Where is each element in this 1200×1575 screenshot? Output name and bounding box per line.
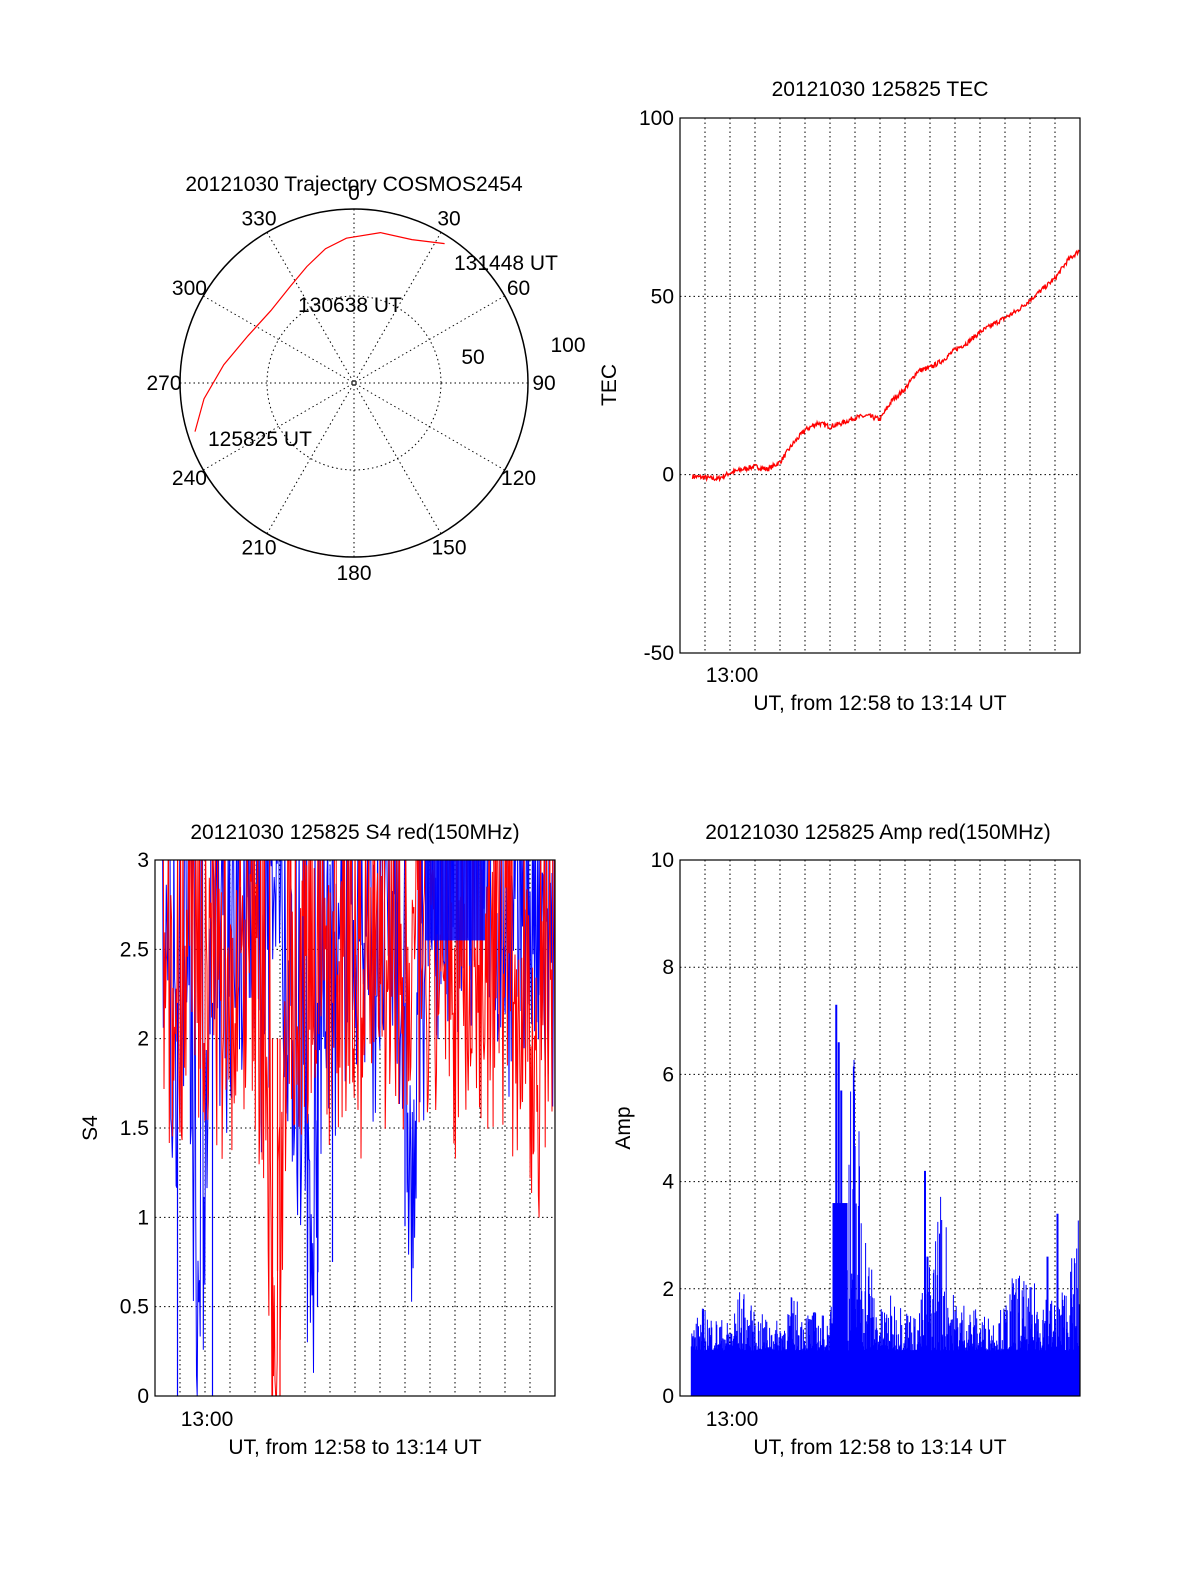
tec-title: 20121030 125825 TEC [772, 78, 989, 101]
amp-y-tick-label: 2 [662, 1278, 674, 1301]
amp-title: 20121030 125825 Amp red(150MHz) [705, 821, 1051, 844]
s4-y-tick-label: 2.5 [120, 938, 149, 961]
s4-title: 20121030 125825 S4 red(150MHz) [190, 821, 519, 844]
amp-y-tick-label: 4 [662, 1171, 674, 1194]
s4-y-tick-label: 0 [137, 1385, 149, 1408]
polar-azimuth-label: 180 [336, 562, 371, 585]
polar-azimuth-label: 300 [172, 277, 207, 300]
polar-azimuth-label: 30 [437, 207, 460, 230]
polar-azimuth-label: 270 [146, 372, 181, 395]
amp-spikes [690, 1059, 1081, 1396]
polar-azimuth-label: 90 [532, 372, 555, 395]
polar-azimuth-label: 60 [507, 277, 530, 300]
amp-y-tick-label: 10 [651, 849, 674, 872]
polar-azimuth-label: 210 [241, 537, 276, 560]
s4-y-tick-label: 2 [137, 1028, 149, 1051]
s4-y-tick-label: 0.5 [120, 1296, 149, 1319]
amp-y-tick-label: 0 [662, 1385, 674, 1408]
tec-plot-frame [679, 117, 1081, 654]
polar-azimuth-labels: 0 30 60 90 120 150 180 210 240 270 300 330 [146, 182, 555, 585]
polar-outer-circle [179, 208, 529, 558]
s4-y-tick-labels: 0 0.5 1 1.5 2 2.5 3 [120, 849, 149, 1408]
s4-panel: 20121030 125825 S4 red(150MHz) 0 0.5 1 1.5 2… [79, 821, 556, 1459]
polar-azimuth-label: 0 [348, 182, 360, 205]
amp-y-tick-label: 8 [662, 956, 674, 979]
tec-y-tick-label: 50 [651, 285, 674, 308]
polar-ring-label-100: 100 [550, 334, 585, 357]
polar-title: 20121030 Trajectory COSMOS2454 [185, 173, 523, 196]
s4-plot-frame [154, 859, 556, 1397]
tec-y-axis-label: TEC [598, 364, 621, 406]
s4-saturated-region [425, 860, 485, 941]
s4-series-clip [162, 860, 555, 1396]
s4-y-tick-label: 3 [137, 849, 149, 872]
polar-azimuth-label: 330 [241, 207, 276, 230]
trajectory-mid-label: 130638 UT [298, 294, 402, 317]
s4-x-axis-label: UT, from 12:58 to 13:14 UT [228, 1436, 481, 1459]
s4-y-tick-label: 1.5 [120, 1117, 149, 1140]
polar-azimuth-label: 120 [501, 467, 536, 490]
amp-y-axis-label: Amp [612, 1106, 635, 1149]
trajectory-line [194, 231, 445, 432]
amp-y-tick-labels: 0 2 4 6 8 10 [651, 849, 675, 1408]
trajectory-series [194, 231, 445, 432]
amp-y-tick-label: 6 [662, 1063, 674, 1086]
s4-y-axis-label: S4 [79, 1115, 102, 1141]
s4-series [162, 860, 555, 1396]
s4-y-tick-label: 1 [137, 1206, 149, 1229]
polar-panel: 20121030 Trajectory COSMOS2454 0 30 60 90 12… [146, 173, 585, 585]
polar-azimuth-label: 240 [172, 467, 207, 490]
tec-x-axis-label: UT, from 12:58 to 13:14 UT [753, 692, 1006, 715]
s4-line-red [162, 860, 555, 1396]
polar-azimuth-label: 150 [431, 537, 466, 560]
amp-plot-frame [679, 859, 1081, 1397]
amp-panel: 20121030 125825 Amp red(150MHz) 0246810 … [612, 821, 1081, 1459]
tec-y-tick-label: -50 [644, 642, 674, 665]
tec-panel: 20121030 125825 TEC -50 0 50 100 13:00 UT, … [598, 78, 1081, 715]
polar-ring-label-50: 50 [461, 346, 484, 369]
tec-y-tick-labels: -50 0 50 100 [639, 107, 674, 665]
trajectory-start-label: 125825 UT [208, 428, 312, 451]
trajectory-end-label: 131448 UT [454, 252, 558, 275]
tec-series [691, 249, 1080, 483]
tec-y-tick-label: 100 [639, 107, 674, 130]
s4-x-tick-label: 13:00 [181, 1408, 234, 1431]
tec-x-tick-label: 13:00 [706, 664, 759, 687]
amp-series [690, 1004, 1081, 1396]
tec-grid [680, 117, 1080, 654]
tec-y-tick-label: 0 [662, 464, 674, 487]
amp-x-tick-label: 13:00 [706, 1408, 759, 1431]
amp-event-block [832, 1203, 848, 1396]
tec-line [691, 249, 1080, 483]
amp-x-axis-label: UT, from 12:58 to 13:14 UT [753, 1436, 1006, 1459]
